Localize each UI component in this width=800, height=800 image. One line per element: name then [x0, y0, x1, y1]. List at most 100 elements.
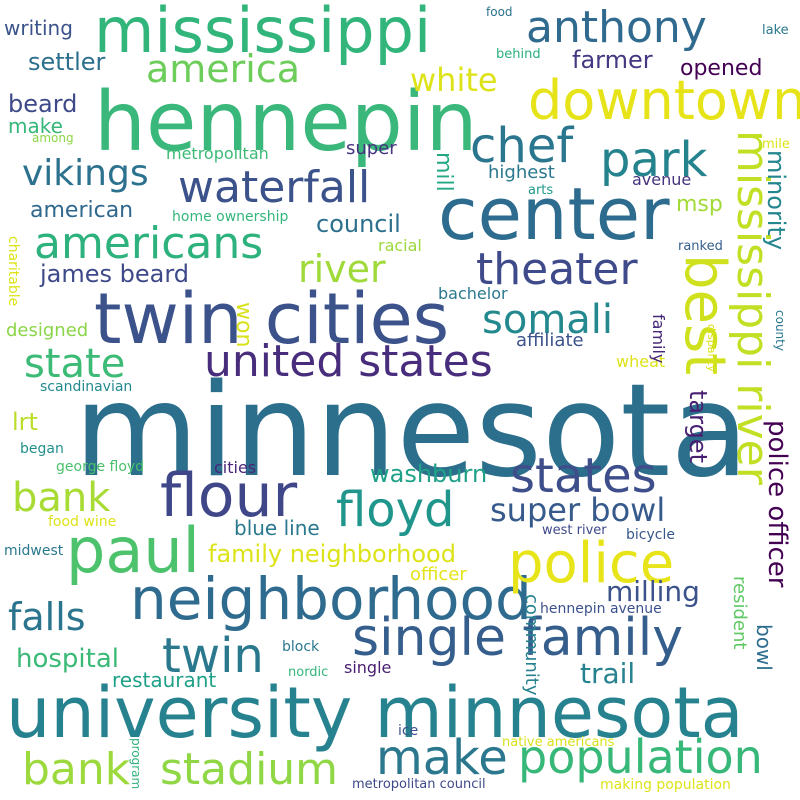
word-making-population: making population — [600, 777, 731, 793]
word-vikings: vikings — [22, 153, 149, 194]
word-resident: resident — [729, 576, 750, 650]
word-james-beard: james beard — [40, 260, 190, 288]
word-minnesota: minnesota — [74, 357, 749, 506]
word-west-river: west river — [542, 523, 607, 538]
word-blue-line: blue line — [234, 516, 320, 540]
word-farmer: farmer — [572, 46, 653, 74]
word-make-2: make — [8, 114, 63, 138]
word-community: community — [521, 594, 542, 696]
word-food: food — [486, 5, 513, 19]
word-bank-2: bank — [12, 475, 111, 521]
word-trail: trail — [580, 657, 636, 690]
word-river: river — [298, 247, 386, 291]
word-metropolitan-council: metropolitan council — [352, 777, 486, 792]
word-anthony: anthony — [526, 2, 707, 53]
word-milling: milling — [606, 575, 700, 608]
word-racial: racial — [378, 236, 422, 255]
word-united-states: united states — [204, 336, 493, 387]
word-wheat: wheat — [616, 352, 666, 371]
word-hennepin-avenue: hennepin avenue — [540, 601, 662, 617]
word-best: best — [672, 254, 737, 376]
word-bicycle: bicycle — [626, 527, 675, 543]
word-midwest: midwest — [4, 543, 64, 559]
word-lrt: lrt — [12, 408, 38, 436]
word-bachelor: bachelor — [438, 284, 508, 303]
word-center: center — [438, 172, 670, 256]
word-neighborhood: neighborhood — [130, 565, 532, 633]
word-cities: cities — [214, 458, 257, 477]
word-george-floyd: george floyd — [56, 459, 145, 475]
word-ranked: ranked — [678, 239, 723, 254]
word-behind: behind — [496, 47, 541, 62]
word-ice: ice — [398, 723, 419, 739]
word-waterfall: waterfall — [178, 162, 371, 213]
word-disparity: disparity — [705, 324, 718, 372]
word-lake: lake — [762, 23, 789, 38]
word-affiliate: affiliate — [516, 330, 584, 351]
word-native-americans: native americans — [502, 735, 615, 750]
word-state: state — [24, 341, 126, 387]
word-scandinavian: scandinavian — [40, 379, 133, 395]
word-family-neighborhood: family neighborhood — [208, 540, 456, 568]
word-arts: arts — [528, 183, 554, 198]
word-hennepin: hennepin — [94, 75, 478, 170]
word-university-minnesota: university minnesota — [6, 672, 744, 754]
word-stadium: stadium — [160, 744, 339, 795]
word-twin-cities: twin cities — [94, 278, 450, 360]
word-single: single — [344, 658, 392, 677]
word-police-officer: police officer — [762, 420, 792, 588]
word-highest: highest — [488, 162, 555, 183]
word-settler: settler — [28, 48, 106, 76]
word-designed: designed — [6, 320, 89, 341]
word-somali: somali — [482, 297, 614, 343]
word-white: white — [410, 61, 498, 99]
word-council: council — [316, 210, 401, 238]
word-minority: minority — [762, 150, 790, 251]
word-super-bowl: super bowl — [490, 491, 666, 529]
word-won: won — [231, 302, 256, 348]
word-single-family: single family — [352, 608, 683, 668]
word-beard: beard — [8, 90, 78, 118]
word-population: population — [518, 730, 763, 784]
word-writing: writing — [4, 16, 73, 40]
word-americans: americans — [34, 218, 264, 269]
word-bank: bank — [22, 744, 131, 795]
word-target: target — [684, 390, 712, 463]
word-park: park — [600, 132, 708, 188]
word-charitable: charitable — [5, 236, 21, 307]
word-chef: chef — [470, 118, 574, 174]
word-falls: falls — [8, 595, 86, 639]
word-make: make — [376, 730, 508, 786]
word-floyd: floyd — [336, 482, 455, 538]
word-bowl: bowl — [752, 624, 776, 671]
word-county: county — [773, 310, 787, 351]
word-american: american — [30, 198, 134, 223]
word-officer: officer — [410, 564, 467, 585]
word-mississippi: mississippi — [94, 0, 432, 67]
word-among: among — [32, 131, 74, 145]
word-metropolitan: metropolitan — [166, 144, 269, 163]
word-block: block — [282, 639, 320, 655]
word-began: began — [20, 441, 64, 457]
word-program: program — [129, 738, 143, 790]
word-theater: theater — [476, 244, 638, 295]
word-restaurant: restaurant — [112, 668, 217, 692]
word-opened: opened — [680, 56, 763, 81]
word-flour: flour — [160, 461, 298, 531]
word-states: states — [510, 448, 657, 504]
word-msp: msp — [676, 192, 723, 217]
word-mississippi-river: mississippi river — [727, 130, 778, 485]
word-police: police — [508, 531, 675, 596]
word-avenue: avenue — [632, 170, 692, 189]
word-nordic: nordic — [288, 665, 329, 680]
word-twin: twin — [162, 628, 264, 684]
word-hospital: hospital — [16, 644, 120, 674]
word-downtown: downtown — [528, 69, 800, 132]
word-family: family — [649, 314, 668, 364]
word-mill: mill — [431, 152, 456, 192]
word-america: america — [146, 47, 301, 91]
word-home-ownership: home ownership — [172, 209, 289, 225]
word-paul: paul — [66, 514, 200, 587]
word-food-wine: food wine — [48, 514, 117, 530]
